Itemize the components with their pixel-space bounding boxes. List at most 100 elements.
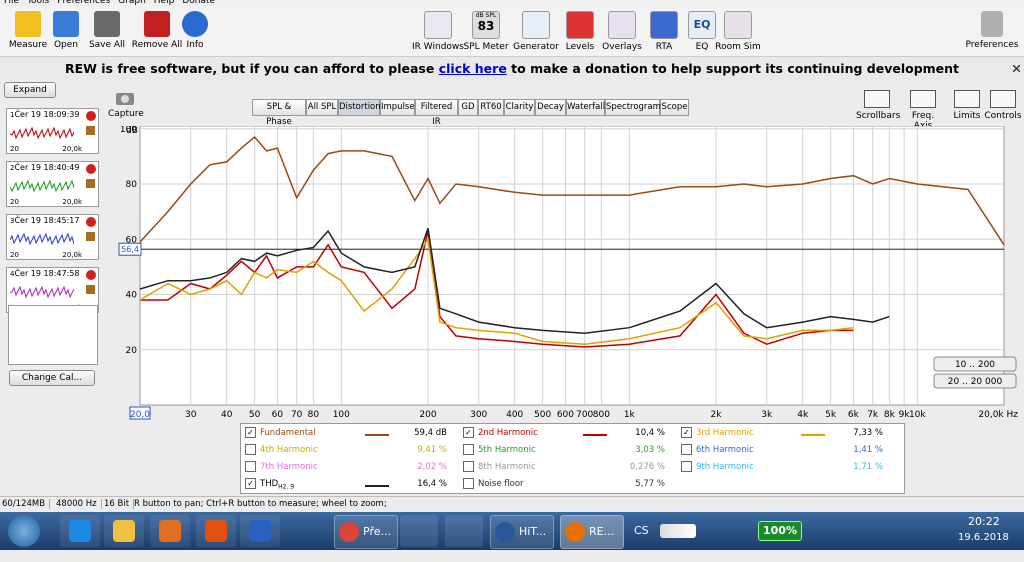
window-icon: [339, 522, 359, 542]
window-icon: [565, 522, 585, 542]
tab[interactable]: RT60: [478, 99, 504, 116]
menu-item[interactable]: Tools: [27, 0, 50, 6]
chart: dB 20 40 60 80 100 30 40 50 60 70 80 100 200 300 400 500…: [110, 126, 1022, 422]
measurement[interactable]: 3Čer 19 18:45:17 20 20,0k: [6, 214, 99, 260]
taskbar-icon[interactable]: [150, 515, 190, 547]
view-tool[interactable]: Scrollbars: [856, 90, 900, 121]
view-tool[interactable]: Limits: [946, 90, 988, 121]
legend-checkbox[interactable]: ✓: [681, 427, 692, 438]
tab[interactable]: Impulse: [380, 99, 415, 116]
legend-reading: 10,4 %: [635, 428, 665, 438]
tab[interactable]: Scope: [660, 99, 689, 116]
menu-item[interactable]: Help: [153, 0, 175, 6]
tab[interactable]: All SPL: [306, 99, 338, 116]
thumbnail: [10, 126, 74, 140]
tool-button[interactable]: RTA: [636, 11, 692, 52]
tool-button[interactable]: Overlays: [594, 11, 650, 52]
tool-button[interactable]: IR Windows: [410, 11, 466, 52]
taskbar-window[interactable]: Pře...: [334, 515, 398, 549]
tab[interactable]: Decay: [535, 99, 566, 116]
tool-button[interactable]: Preferences: [962, 11, 1022, 50]
tool-button[interactable]: Save All: [79, 11, 135, 50]
menu-item[interactable]: Preferences: [57, 0, 111, 6]
legend-checkbox[interactable]: [463, 461, 474, 472]
start-button[interactable]: [8, 515, 40, 547]
change-cal-button[interactable]: Change Cal...: [9, 370, 95, 386]
battery: 100%: [758, 521, 802, 541]
legend-checkbox[interactable]: [681, 461, 692, 472]
zoom-button-bg: [933, 356, 1017, 372]
x-tick-label: 2k: [711, 410, 723, 420]
lock-icon[interactable]: [86, 285, 95, 294]
extra-icon[interactable]: [445, 515, 483, 547]
tab[interactable]: SPL & Phase: [252, 99, 306, 127]
legend-checkbox[interactable]: [245, 461, 256, 472]
remove-icon[interactable]: [86, 217, 96, 227]
tool-button[interactable]: Info: [167, 11, 223, 50]
lock-icon[interactable]: [86, 179, 95, 188]
legend-checkbox[interactable]: ✓: [245, 478, 256, 489]
tool-button[interactable]: Levels: [552, 11, 608, 52]
lock-icon[interactable]: [86, 126, 95, 135]
clock-date: 19.6.2018: [958, 532, 1009, 543]
taskbar-icon[interactable]: [104, 515, 144, 547]
status-field: 16 Bit: [104, 499, 135, 509]
status-field: 60/124MB: [2, 499, 51, 509]
tool-label: Save All: [88, 40, 126, 50]
lock-icon[interactable]: [86, 232, 95, 241]
close-banner[interactable]: [1013, 65, 1020, 72]
legend-checkbox[interactable]: ✓: [245, 427, 256, 438]
tool-button[interactable]: Measure: [0, 11, 56, 50]
remove-icon[interactable]: [86, 270, 96, 280]
measurement[interactable]: 1Čer 19 18:09:39 20 20,0k: [6, 108, 99, 154]
zoom-button[interactable]: 10 .. 200: [933, 356, 1017, 372]
remove-icon[interactable]: [86, 164, 96, 174]
x-tick-label: 400: [506, 410, 523, 420]
zoom-button-label: 20 .. 20 000: [948, 377, 1003, 387]
menu-item[interactable]: Donate: [182, 0, 216, 6]
x-tick-label: 700: [576, 410, 593, 420]
taskbar-window[interactable]: RE...: [560, 515, 624, 549]
tool-button[interactable]: dB SPL 83 SPL Meter: [458, 11, 514, 52]
legend-checkbox[interactable]: [463, 478, 474, 489]
tab[interactable]: Distortion: [338, 99, 381, 116]
taskbar-icon[interactable]: [60, 515, 100, 547]
tool-button[interactable]: Generator: [508, 11, 564, 52]
zoom-button[interactable]: 20 .. 20 000: [933, 373, 1017, 389]
taskbar-icon[interactable]: [240, 515, 280, 547]
menu-item[interactable]: Graph: [118, 0, 146, 6]
tool-button[interactable]: EQ EQ: [674, 11, 730, 52]
tab[interactable]: Clarity: [504, 99, 535, 116]
view-tool-label: Limits: [953, 111, 981, 121]
tool-button[interactable]: Open: [38, 11, 94, 50]
legend-checkbox[interactable]: [681, 444, 692, 455]
extra-icon[interactable]: [400, 515, 438, 547]
tool-label: Measure: [8, 40, 48, 50]
capture[interactable]: Capture: [108, 90, 144, 119]
legend-checkbox[interactable]: [463, 444, 474, 455]
remove-icon[interactable]: [86, 111, 96, 121]
tool-label: RTA: [655, 42, 673, 52]
tool-icon: [566, 11, 594, 39]
expand-button[interactable]: Expand: [4, 82, 56, 98]
tab[interactable]: Waterfall: [566, 99, 605, 116]
tab[interactable]: Spectrogram: [605, 99, 661, 116]
thumbnail-trace: [10, 285, 74, 299]
legend-checkbox[interactable]: [245, 444, 256, 455]
view-tool[interactable]: Controls: [982, 90, 1024, 121]
y-tick-label: 80: [126, 180, 138, 190]
taskbar-window[interactable]: HiT...: [490, 515, 554, 549]
tab[interactable]: Filtered IR: [415, 99, 458, 127]
measurement[interactable]: 2Čer 19 18:40:49 20 20,0k: [6, 161, 99, 207]
tab[interactable]: GD: [458, 99, 478, 116]
legend-name: 5th Harmonic: [478, 445, 536, 455]
banner-link[interactable]: click here: [438, 61, 507, 76]
menu-item[interactable]: File: [4, 0, 20, 6]
taskbar-icon[interactable]: [196, 515, 236, 547]
view-tool[interactable]: Freq. Axis: [902, 90, 944, 131]
tool-button[interactable]: Remove All: [129, 11, 185, 50]
view-tool-icon: [990, 90, 1016, 108]
taskbar: Pře... HiT... RE... CS 100% 20:22 19.6.2018: [0, 512, 1024, 550]
legend-checkbox[interactable]: ✓: [463, 427, 474, 438]
tool-button[interactable]: Room Sim: [710, 11, 766, 52]
